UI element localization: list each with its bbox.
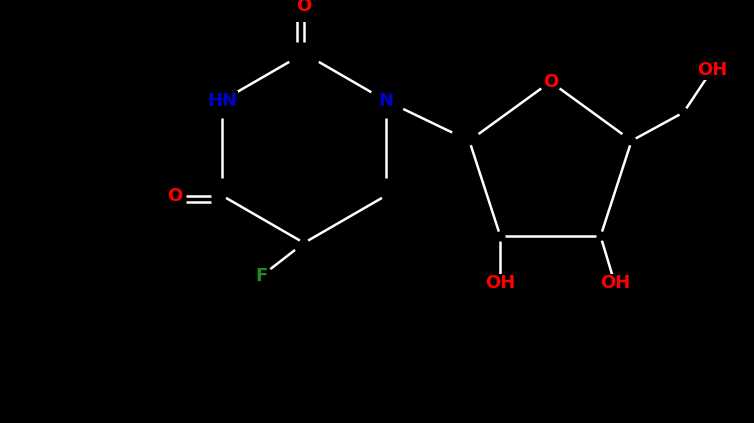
Text: O: O	[296, 0, 311, 15]
Text: O: O	[167, 187, 182, 205]
Text: N: N	[379, 92, 394, 110]
Text: HN: HN	[207, 92, 237, 110]
Text: OH: OH	[599, 275, 630, 292]
Text: O: O	[543, 73, 558, 91]
Text: F: F	[256, 267, 268, 285]
Text: OH: OH	[697, 60, 728, 79]
Text: OH: OH	[485, 275, 516, 292]
